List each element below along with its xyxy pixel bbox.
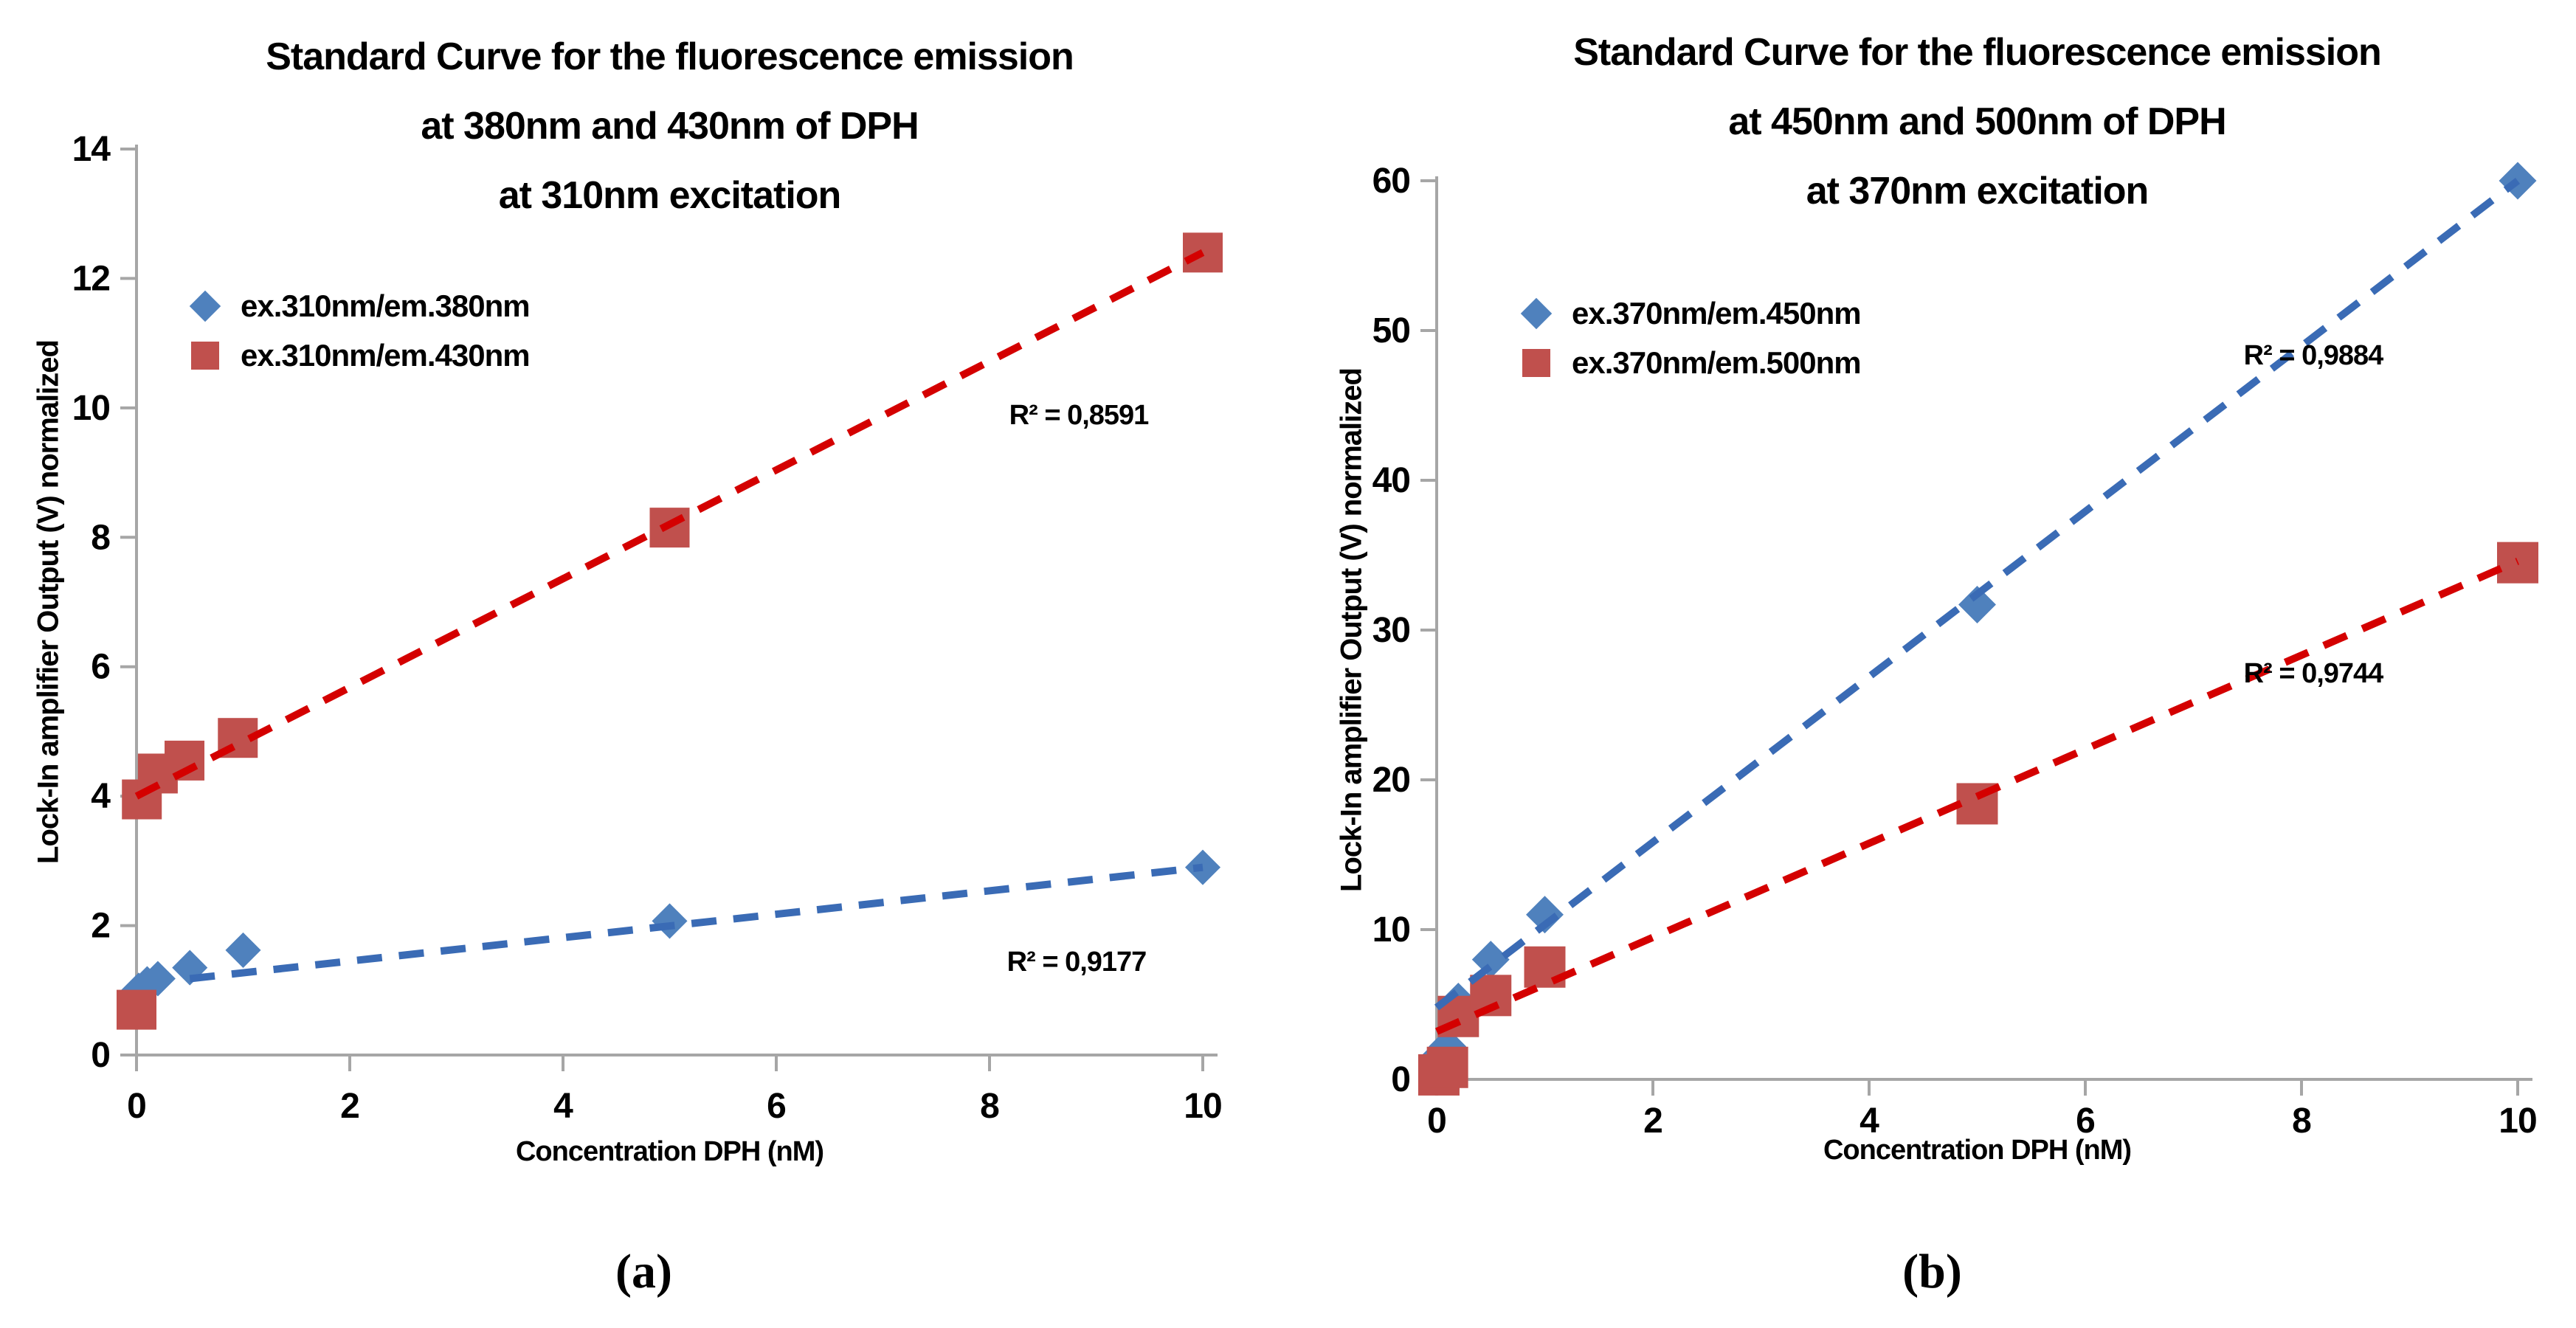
chart-a-title-line1: Standard Curve for the fluorescence emis… <box>266 35 1074 78</box>
data-point-square <box>117 989 156 1030</box>
legend-label: ex.310nm/em.380nm <box>241 288 531 323</box>
y-tick-label: 8 <box>91 518 110 557</box>
chart-a-title: Standard Curve for the fluorescence emis… <box>137 22 1203 230</box>
blue-diamond-icon <box>1520 297 1553 330</box>
chart-b-x-axis-label: Concentration DPH (nM) <box>1823 1135 2132 1166</box>
legend-label: ex.370nm/em.450nm <box>1572 296 1862 331</box>
chart-b-legend-item-1: ex.370nm/em.450nm <box>1520 295 1862 332</box>
y-tick-label: 2 <box>91 907 110 946</box>
chart-a-title-line3: at 310nm excitation <box>498 174 842 217</box>
legend-marker-box <box>189 290 221 322</box>
y-tick-label: 60 <box>1372 162 1410 201</box>
red-square-icon <box>191 342 219 370</box>
chart-a-plot: 0 2 4 6 8 10 12 14 0 2 4 6 8 10 <box>72 130 1223 1126</box>
legend-marker-box <box>1520 347 1553 379</box>
chart-a-legend-item-2: ex.310nm/em.430nm <box>189 337 531 374</box>
legend-label: ex.370nm/em.500nm <box>1572 345 1862 380</box>
data-point-diamond <box>225 932 261 968</box>
chart-b-caption: (b) <box>1902 1245 1962 1298</box>
y-tick-label: 0 <box>91 1036 110 1075</box>
x-tick-label: 8 <box>980 1087 999 1126</box>
trendline-diamond <box>189 863 1204 983</box>
chart-a-x-axis-label: Concentration DPH (nM) <box>515 1136 824 1167</box>
chart-a-legend-item-1: ex.310nm/em.380nm <box>189 288 531 325</box>
y-tick-label: 40 <box>1372 461 1410 500</box>
x-tick-label: 8 <box>2292 1102 2311 1141</box>
data-point-diamond <box>652 903 688 939</box>
blue-diamond-icon <box>189 290 221 322</box>
y-tick-label: 30 <box>1372 611 1410 650</box>
x-tick-label: 10 <box>1184 1087 1221 1126</box>
legend-label: ex.310nm/em.430nm <box>241 338 531 373</box>
y-tick-label: 12 <box>72 259 110 298</box>
chart-b-title-line2: at 450nm and 500nm of DPH <box>1728 100 2226 143</box>
x-tick-label: 2 <box>340 1087 359 1126</box>
x-tick-label: 4 <box>553 1087 573 1126</box>
chart-b-r2-blue: R² = 0,9884 <box>2243 340 2384 371</box>
chart-b-title: Standard Curve for the fluorescence emis… <box>1437 18 2518 226</box>
legend-marker-box <box>1520 297 1553 330</box>
chart-b-legend-item-2: ex.370nm/em.500nm <box>1520 345 1862 381</box>
x-tick-label: 6 <box>2076 1102 2095 1141</box>
chart-a-r2-blue: R² = 0,9177 <box>1006 947 1147 978</box>
chart-b-r2-red: R² = 0,9744 <box>2243 658 2384 689</box>
y-tick-label: 14 <box>72 130 111 169</box>
chart-b-plot: 0 10 20 30 40 50 60 0 2 4 6 8 10 <box>1372 162 2538 1141</box>
trendline-diamond <box>1434 178 2521 1011</box>
chart-b-y-axis-label: Lock-In amplifier Output (V) normalized <box>1335 368 1368 892</box>
data-point-square <box>1183 232 1223 273</box>
y-tick-label: 20 <box>1372 761 1410 800</box>
y-tick-label: 6 <box>91 648 110 687</box>
chart-a-title-line2: at 380nm and 430nm of DPH <box>421 105 919 148</box>
x-tick-label: 10 <box>2499 1102 2536 1141</box>
chart-b-title-line3: at 370nm excitation <box>1806 170 2149 212</box>
chart-b: 0 10 20 30 40 50 60 0 2 4 6 8 10 Standard Curve for … <box>1288 0 2576 1328</box>
y-tick-label: 10 <box>1372 910 1410 950</box>
x-tick-label: 0 <box>127 1087 146 1126</box>
red-square-icon <box>1522 349 1550 377</box>
chart-a: 0 2 4 6 8 10 12 14 0 2 4 6 8 10 Standard Curve for th… <box>32 22 1223 1298</box>
chart-a-caption: (a) <box>615 1245 672 1298</box>
y-tick-label: 50 <box>1372 311 1410 350</box>
x-tick-label: 6 <box>767 1087 786 1126</box>
chart-a-r2-red: R² = 0,8591 <box>1009 400 1150 431</box>
y-tick-label: 0 <box>1391 1060 1410 1099</box>
chart-a-y-axis-label: Lock-In amplifier Output (V) normalized <box>32 340 65 864</box>
x-tick-label: 4 <box>1860 1102 1879 1141</box>
trendline-square <box>134 249 1205 800</box>
y-tick-label: 4 <box>91 777 111 816</box>
data-point-square <box>1426 1046 1468 1088</box>
y-tick-label: 10 <box>72 389 110 428</box>
x-tick-label: 2 <box>1643 1102 1662 1141</box>
legend-marker-box <box>189 339 221 372</box>
trendline-square <box>1435 558 2519 1035</box>
x-tick-label: 0 <box>1427 1102 1446 1141</box>
chart-b-title-line1: Standard Curve for the fluorescence emis… <box>1573 31 2382 74</box>
